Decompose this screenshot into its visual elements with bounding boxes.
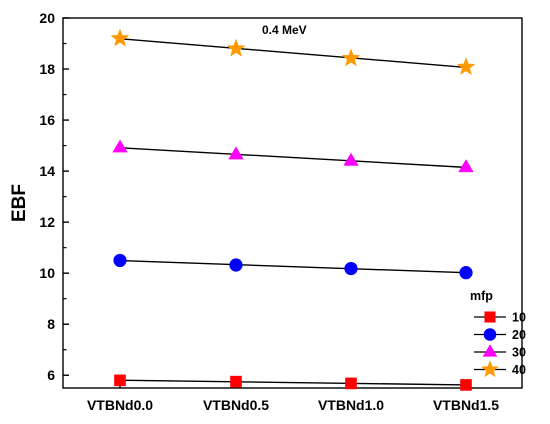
data-point (113, 253, 127, 268)
legend-title: mfp (470, 289, 493, 303)
data-point (458, 159, 474, 173)
legend-label: 10 (512, 311, 526, 325)
y-tick-label: 20 (39, 10, 55, 26)
data-point (230, 375, 242, 388)
data-point (341, 48, 361, 67)
series-30 (112, 139, 474, 173)
data-point (343, 152, 359, 166)
data-point (226, 38, 246, 57)
data-point (228, 146, 244, 160)
y-tick-label: 18 (39, 61, 55, 77)
x-axis: VTBNd0.0 VTBNd0.5 VTBNd1.0 VTBNd1.5 (87, 382, 499, 413)
legend-item: 30 (474, 344, 526, 360)
legend-label: 40 (512, 363, 526, 377)
data-point (456, 57, 476, 75)
data-point (345, 377, 357, 390)
y-tick-label: 16 (39, 112, 55, 128)
data-point (110, 28, 130, 47)
data-point (460, 379, 472, 391)
legend-label: 20 (512, 328, 526, 342)
energy-annotation: 0.4 MeV (262, 23, 307, 37)
y-tick-label: 8 (47, 316, 55, 332)
data-point (114, 374, 126, 387)
data-point (229, 258, 243, 272)
legend-marker (482, 344, 498, 357)
legend-marker (484, 311, 496, 323)
series-line (119, 38, 467, 69)
plot-border (62, 17, 523, 389)
y-axis: 6 8 10 12 14 16 18 20 (39, 10, 69, 383)
series-line (119, 259, 467, 274)
series-10 (114, 374, 472, 391)
y-axis-title: EBF (9, 184, 30, 222)
data-point (112, 139, 128, 153)
x-tick-label: VTBNd1.5 (433, 397, 499, 413)
x-tick-label: VTBNd0.5 (203, 397, 269, 413)
y-tick-label: 10 (39, 265, 55, 281)
legend: mfp 10 20 30 40 (470, 289, 526, 378)
y-tick-label: 6 (47, 367, 55, 383)
plot-area (62, 17, 523, 389)
data-point (459, 266, 473, 280)
series-layer (110, 28, 476, 391)
legend-marker (481, 360, 499, 378)
x-tick-label: VTBNd0.0 (87, 397, 153, 413)
series-40 (110, 28, 476, 75)
series-20 (113, 253, 473, 280)
series-line (119, 379, 467, 386)
y-tick-label: 14 (39, 163, 55, 179)
x-tick-label: VTBNd1.0 (318, 397, 384, 413)
series-line (119, 147, 467, 169)
legend-item: 20 (474, 328, 526, 342)
legend-label: 30 (512, 346, 526, 360)
legend-marker (483, 328, 497, 341)
data-point (344, 261, 358, 276)
legend-item: 40 (474, 360, 526, 378)
y-tick-label: 12 (39, 214, 55, 230)
legend-item: 10 (474, 311, 526, 325)
